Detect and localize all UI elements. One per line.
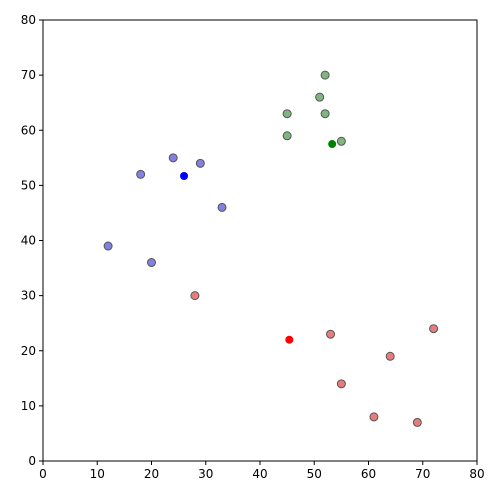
y-tick-label: 70 bbox=[21, 68, 36, 82]
scatter-point bbox=[320, 109, 330, 119]
scatter-point bbox=[336, 136, 346, 146]
x-tick-label: 50 bbox=[307, 467, 322, 481]
scatter-point bbox=[315, 92, 325, 102]
y-tick-label: 0 bbox=[28, 454, 36, 468]
axes: 0 10 20 30 40 50 60 70 80 0 10 20 30 40 50 60 70 80 bbox=[21, 13, 485, 481]
x-tick-label: 70 bbox=[415, 467, 430, 481]
scatter-point bbox=[195, 158, 205, 168]
y-tick-label: 30 bbox=[21, 289, 36, 303]
centroid-point bbox=[328, 140, 337, 149]
centroid-point bbox=[180, 172, 189, 181]
scatter-point bbox=[190, 291, 200, 301]
y-tick-label: 60 bbox=[21, 123, 36, 137]
scatter-point bbox=[412, 417, 422, 427]
scatter-point bbox=[168, 153, 178, 163]
x-tick-label: 80 bbox=[469, 467, 484, 481]
x-tick-label: 30 bbox=[198, 467, 213, 481]
scatter-point bbox=[282, 109, 292, 119]
y-tick-label: 80 bbox=[21, 13, 36, 27]
scatter-point bbox=[147, 258, 156, 268]
scatter-point bbox=[103, 241, 113, 251]
x-tick-label: 0 bbox=[39, 467, 47, 481]
scatter-point bbox=[385, 351, 395, 361]
x-tick-label: 10 bbox=[90, 467, 105, 481]
scatter-point bbox=[320, 70, 330, 80]
y-tick-label: 50 bbox=[21, 178, 36, 192]
scatter-point bbox=[326, 329, 336, 339]
scatter-point bbox=[136, 169, 146, 179]
centroid-point bbox=[285, 335, 294, 344]
y-tick-label: 40 bbox=[21, 234, 36, 248]
scatter-point bbox=[369, 412, 379, 422]
x-tick-label: 60 bbox=[361, 467, 376, 481]
x-tick-label: 20 bbox=[144, 467, 159, 481]
scatter-point bbox=[429, 324, 439, 334]
scatter-point bbox=[336, 379, 346, 389]
y-tick-label: 20 bbox=[21, 344, 36, 358]
x-tick-label: 40 bbox=[252, 467, 267, 481]
data-points bbox=[103, 70, 439, 427]
scatter-point bbox=[282, 131, 292, 141]
y-tick-label: 10 bbox=[21, 399, 36, 413]
scatter-point bbox=[217, 202, 227, 212]
